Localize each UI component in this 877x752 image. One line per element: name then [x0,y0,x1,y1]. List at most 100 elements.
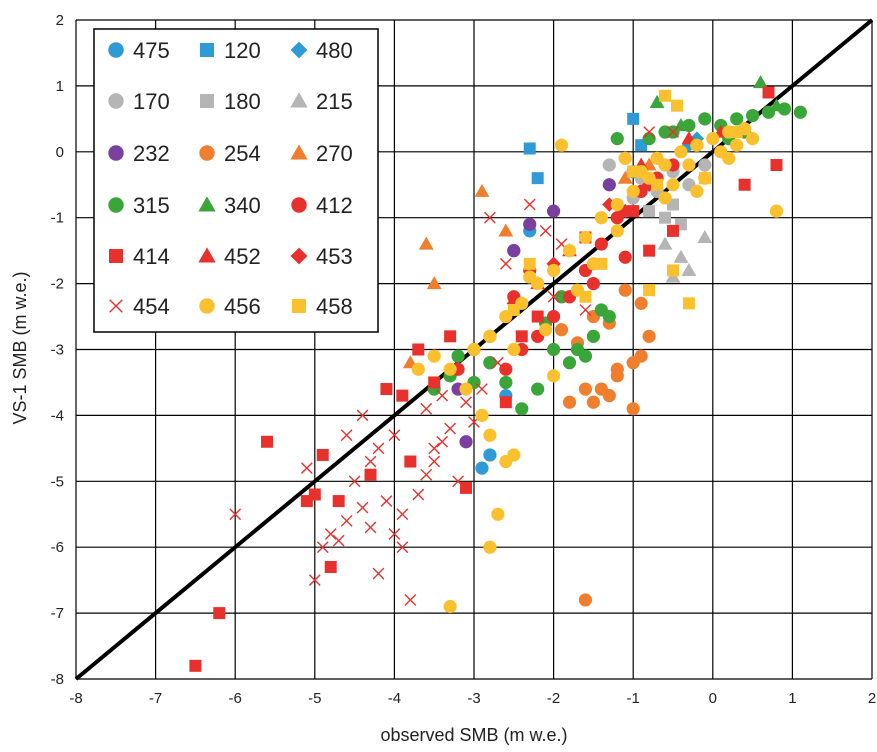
data-point [618,283,632,297]
legend-label: 480 [316,38,353,63]
data-point [618,250,632,264]
x-tick-label: -6 [229,690,242,707]
legend-item-170: 170 [108,89,170,114]
data-point [412,488,425,501]
data-point [324,560,337,573]
legend-marker [108,145,124,161]
data-point [610,211,624,225]
data-point [364,521,377,534]
y-tick-label: -5 [51,473,64,490]
legend-item-453: 453 [290,244,353,269]
data-point [547,290,560,303]
data-point [308,574,321,587]
data-point [586,395,601,409]
y-axis-title: VS-1 SMB (m w.e.) [10,271,30,424]
y-tick-label: -1 [51,210,64,227]
x-tick-label: -5 [308,690,321,707]
data-point [642,329,656,343]
data-point [667,264,679,277]
data-point [189,659,202,672]
data-point [498,223,514,237]
legend-item-414: 414 [109,244,170,269]
data-point [578,593,593,607]
data-point [491,356,504,369]
data-point [380,495,393,507]
legend-marker [290,92,308,108]
grid [75,19,873,680]
legend-marker [109,249,123,263]
data-point [649,94,665,108]
x-tick-label: -4 [388,690,401,707]
data-point [681,262,697,276]
data-point [531,310,544,323]
legend-label: 340 [224,193,261,218]
legend-marker [290,144,308,160]
data-point [658,191,672,205]
data-point [659,211,672,224]
data-point [515,402,529,416]
legend-label: 414 [133,244,170,269]
legend-label: 120 [224,38,261,63]
data-point [467,342,481,357]
data-point [594,237,608,251]
data-point [627,165,640,178]
series-215 [657,230,713,283]
x-axis-title: observed SMB (m w.e.) [380,725,567,745]
legend-item-456: 456 [199,294,261,319]
data-point [213,607,226,620]
data-point [483,540,497,554]
data-point [586,277,601,291]
data-point [420,468,433,481]
x-tick-label: 2 [868,690,876,707]
series-454 [229,126,679,606]
legend-marker [108,42,124,58]
data-point [459,435,473,449]
data-point [428,442,441,455]
data-point [642,132,656,146]
legend-item-475: 475 [108,38,170,63]
y-tick-label: -4 [51,407,64,424]
legend-item-120: 120 [200,38,261,63]
legend-item-315: 315 [108,193,170,218]
data-point [547,204,561,218]
data-point [578,349,593,363]
data-point [643,284,656,297]
data-point [316,448,329,461]
data-point [523,257,536,270]
legend-item-412: 412 [291,193,353,218]
data-point [610,362,624,376]
data-point [523,198,536,211]
legend: 475 120 480 170 180 215 232 254 270 315 340 412 414 4… [93,28,379,333]
series-456 [411,122,784,614]
data-point [436,389,449,402]
series-254 [554,283,656,607]
data-point [443,599,457,614]
data-point [499,362,513,376]
data-point [444,422,457,435]
data-point [396,389,409,402]
data-point [484,211,496,224]
data-point [610,224,624,238]
data-point [673,249,689,263]
data-point [460,481,473,494]
data-point [229,508,242,521]
data-point [627,205,640,218]
legend-item-480: 480 [290,38,353,63]
data-point [547,369,561,383]
legend-marker [199,145,215,161]
legend-label: 412 [316,193,353,218]
data-point [443,362,457,376]
data-point [539,224,552,237]
data-point [507,303,520,316]
data-point [348,475,361,488]
data-point [602,197,617,212]
data-point [483,356,497,370]
data-point [670,99,683,112]
data-point [586,329,601,343]
data-point [602,158,616,172]
data-point [444,330,457,343]
data-point [682,297,695,310]
data-point [356,501,369,514]
data-point [547,342,561,357]
